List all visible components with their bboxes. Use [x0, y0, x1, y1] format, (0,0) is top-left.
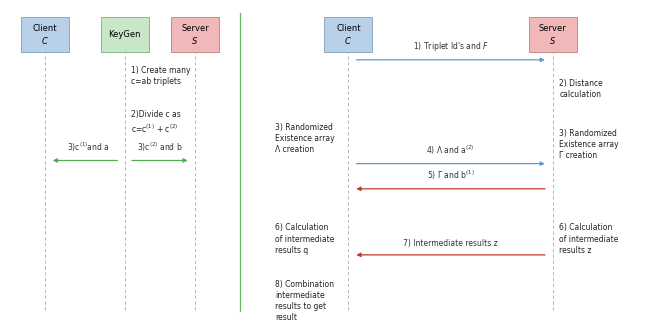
Text: 4) Λ and a$^{(2)}$: 4) Λ and a$^{(2)}$ [426, 143, 475, 157]
Text: 8) Combination
intermediate
results to get
result: 8) Combination intermediate results to g… [275, 280, 334, 321]
Text: Server
$S$: Server $S$ [181, 24, 209, 46]
Text: Client
$C$: Client $C$ [336, 24, 361, 46]
Text: 2)Divide c as
c=c$^{(1)}$ + c$^{(2)}$: 2)Divide c as c=c$^{(1)}$ + c$^{(2)}$ [131, 110, 181, 135]
FancyBboxPatch shape [529, 17, 577, 52]
Text: 1) Create many
c=ab triplets: 1) Create many c=ab triplets [131, 66, 190, 86]
Text: 3) Randomized
Existence array
Λ creation: 3) Randomized Existence array Λ creation [275, 123, 334, 154]
Text: 6) Calculation
of intermediate
results q: 6) Calculation of intermediate results q [275, 223, 334, 255]
FancyBboxPatch shape [101, 17, 149, 52]
FancyBboxPatch shape [325, 17, 372, 52]
Text: 1) Triplet Id's and $F$: 1) Triplet Id's and $F$ [413, 40, 488, 53]
Text: Server
$S$: Server $S$ [539, 24, 567, 46]
Text: 3)c$^{(1)}$and a: 3)c$^{(1)}$and a [67, 140, 110, 153]
FancyBboxPatch shape [21, 17, 69, 52]
Text: 3)c$^{(2)}$ and b: 3)c$^{(2)}$ and b [137, 140, 183, 153]
Text: Client
$C$: Client $C$ [33, 24, 57, 46]
Text: 2) Distance
calculation: 2) Distance calculation [559, 79, 603, 99]
Text: 3) Randomized
Existence array
Γ creation: 3) Randomized Existence array Γ creation [559, 129, 619, 160]
FancyBboxPatch shape [171, 17, 219, 52]
Text: KeyGen: KeyGen [108, 30, 141, 39]
Text: 5) Γ and b$^{(1)}$: 5) Γ and b$^{(1)}$ [426, 169, 475, 182]
Text: 7) Intermediate results z: 7) Intermediate results z [403, 239, 498, 248]
Text: 6) Calculation
of intermediate
results z: 6) Calculation of intermediate results z [559, 223, 619, 255]
